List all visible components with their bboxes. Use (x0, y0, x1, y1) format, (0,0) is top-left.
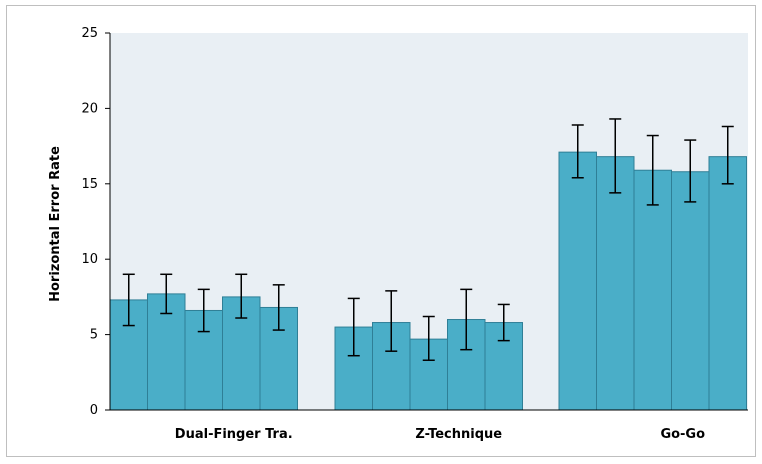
y-ticks: 0 5 10 15 20 25 (81, 26, 110, 418)
y-tick-label: 0 (90, 403, 98, 418)
bar (671, 171, 710, 411)
y-axis-label: Horizontal Error Rate (48, 146, 63, 302)
x-category-label: Go-Go (660, 427, 705, 442)
error-bars-layer (122, 118, 734, 361)
bar (633, 169, 672, 411)
x-category-label: Dual-Finger Tra. (175, 427, 293, 442)
y-tick-label: 5 (90, 328, 98, 343)
x-category-labels: Dual-Finger Tra. Z-Technique Go-Go (175, 427, 705, 442)
y-tick-label: 25 (81, 26, 98, 41)
bar (708, 156, 747, 411)
y-tick-label: 15 (81, 177, 98, 192)
bar (558, 151, 597, 411)
bar (596, 156, 635, 411)
x-category-label: Z-Technique (415, 427, 502, 442)
y-tick-label: 10 (81, 252, 98, 267)
y-tick-label: 20 (81, 101, 98, 116)
